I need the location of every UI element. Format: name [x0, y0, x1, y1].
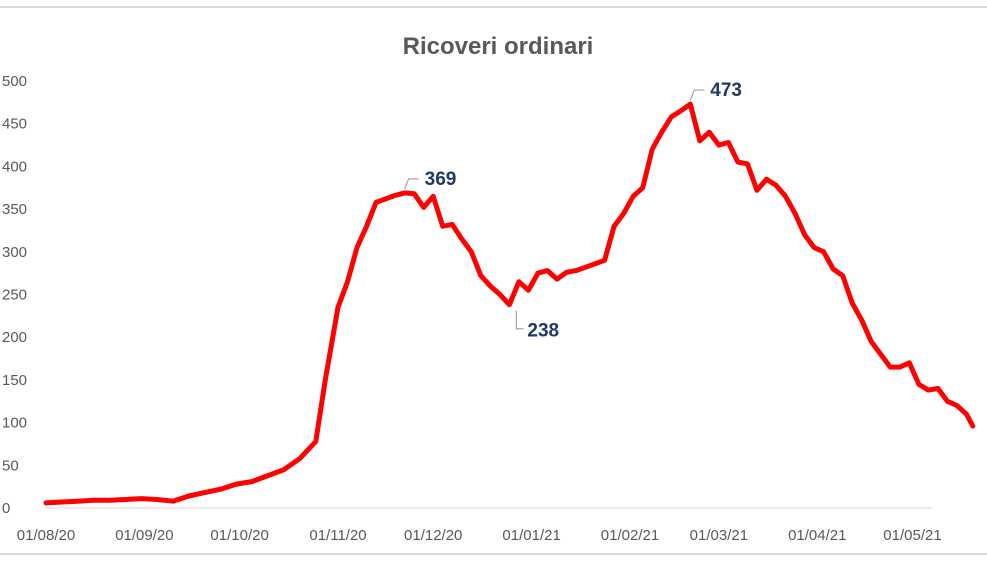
x-tick-label: 01/09/20	[115, 527, 173, 544]
x-tick-label: 01/10/20	[210, 527, 268, 544]
data-label-leader-line	[404, 178, 419, 190]
y-tick-label: 350	[2, 201, 27, 218]
y-axis: 0 50 100 150 200 250 300 350 400 450 500	[2, 73, 27, 517]
data-label: 238	[527, 321, 559, 342]
data-label-leader-line	[689, 89, 705, 101]
data-label-leader-line	[515, 310, 524, 330]
x-tick-label: 01/05/21	[883, 527, 941, 544]
y-tick-label: 300	[2, 244, 27, 261]
y-tick-label: 450	[2, 116, 27, 133]
chart-frame-top-border	[0, 6, 987, 8]
series-line	[43, 101, 976, 506]
x-tick-label: 01/03/21	[690, 527, 748, 544]
y-tick-label: 200	[2, 329, 27, 346]
x-tick-label: 01/02/21	[601, 527, 659, 544]
x-axis: 01/08/20 01/09/20 01/10/20 01/11/20 01/12/20…	[17, 527, 942, 544]
x-tick-label: 01/11/20	[309, 527, 366, 544]
y-tick-label: 400	[2, 158, 27, 175]
y-tick-label: 150	[2, 372, 27, 389]
chart-frame-bottom-border	[0, 553, 987, 555]
y-tick-label: 250	[2, 287, 27, 304]
data-labels: 36923847396	[404, 80, 742, 342]
x-tick-label: 01/01/21	[502, 527, 560, 544]
chart-title: Ricoveri ordinari	[403, 33, 594, 60]
y-tick-label: 100	[2, 415, 27, 432]
y-tick-label: 500	[2, 73, 27, 90]
x-tick-label: 01/08/20	[17, 527, 75, 544]
y-tick-label: 0	[2, 500, 10, 517]
data-label: 473	[710, 80, 742, 101]
data-label: 369	[425, 169, 457, 190]
y-tick-label: 50	[2, 457, 19, 474]
x-tick-label: 01/04/21	[788, 527, 846, 544]
x-tick-label: 01/12/20	[404, 527, 462, 544]
